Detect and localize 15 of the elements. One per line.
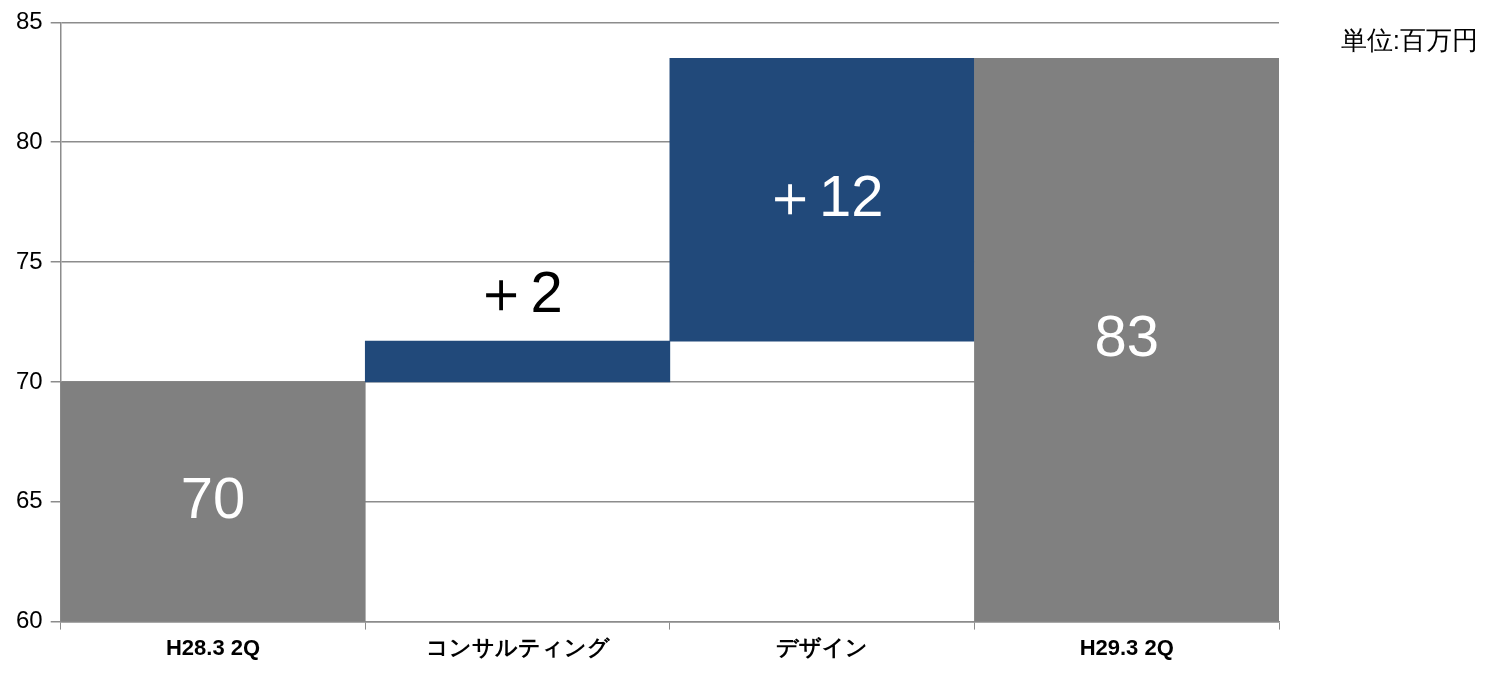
y-tick-label: 75 — [15, 246, 43, 274]
data-label: ＋12 — [760, 162, 884, 228]
data-label: ＋2 — [472, 259, 563, 325]
y-tick-label: 70 — [15, 366, 43, 394]
x-tick-label: コンサルティング — [425, 634, 610, 660]
data-label: 83 — [1094, 302, 1159, 368]
x-tick-label: H28.3 2Q — [165, 634, 261, 660]
x-tick-label: H29.3 2Q — [1079, 634, 1174, 660]
y-tick-label: 80 — [15, 126, 43, 154]
x-tick-label: デザイン — [776, 634, 869, 660]
y-tick-label: 60 — [15, 606, 43, 634]
data-label: 70 — [180, 464, 246, 530]
y-tick-label: 65 — [15, 486, 43, 514]
text: 単位:百万円 — [1340, 25, 1478, 56]
y-tick-label: 85 — [15, 7, 43, 35]
